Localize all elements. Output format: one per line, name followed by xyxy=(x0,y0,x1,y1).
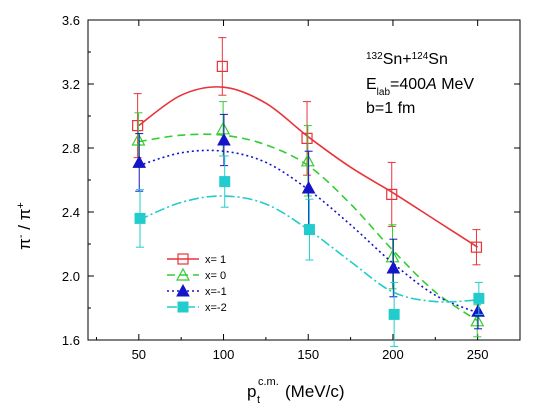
x-label-p: p xyxy=(247,382,256,401)
x-tick-label: 100 xyxy=(213,347,235,362)
x-label-unit: (MeV/c) xyxy=(285,382,345,401)
legend-marker xyxy=(176,283,190,297)
x-label-sub: t xyxy=(257,394,260,406)
data-point xyxy=(471,304,485,317)
y-tick-label: 2.8 xyxy=(62,141,80,156)
data-point xyxy=(301,180,316,194)
annot-e-sub: lab xyxy=(377,87,391,98)
x-tick-label: 150 xyxy=(297,347,319,362)
annot-b: Sn xyxy=(428,51,448,68)
series-layer xyxy=(131,37,485,347)
legend-marker xyxy=(177,301,189,313)
data-point xyxy=(132,119,144,132)
plot-frame xyxy=(87,19,521,341)
annot-e: E xyxy=(366,76,377,93)
data-point xyxy=(388,308,400,320)
annot-eq: =400 xyxy=(390,76,426,93)
annot-a: Sn+ xyxy=(383,51,412,68)
legend: x= 1 x= 0 x=-1 x=-2 xyxy=(167,253,227,314)
data-point xyxy=(386,260,401,274)
data-point xyxy=(132,155,147,168)
y-label-separator: / xyxy=(15,220,34,234)
data-point xyxy=(134,212,146,224)
legend-label: x= 1 xyxy=(205,254,226,266)
data-point xyxy=(386,188,398,200)
y-label-plus-sup: + xyxy=(15,202,27,208)
y-tick-label: 2.4 xyxy=(62,205,80,220)
legend-marker xyxy=(175,267,191,281)
data-point xyxy=(300,153,315,167)
data-point xyxy=(216,60,228,73)
series-2 xyxy=(132,113,485,330)
annot-b-sup: 124 xyxy=(412,51,429,62)
annot-impact: b=1 fm xyxy=(366,100,415,117)
y-label-pi-minus: π xyxy=(15,238,34,250)
axes: 50 100 150 200 250 1.6 2.0 2.4 2.8 3.2 3.6 xyxy=(62,13,521,362)
x-axis-label: p t c.m. (MeV/c) xyxy=(247,376,345,406)
annot-a-sup: 132 xyxy=(366,51,383,62)
data-point xyxy=(473,292,485,304)
x-tick-label: 200 xyxy=(382,347,404,362)
legend-label: x=-1 xyxy=(205,286,227,298)
y-tick-label: 1.6 xyxy=(62,333,80,348)
data-point xyxy=(385,249,400,263)
y-axis-label: π- / π+ xyxy=(15,202,34,250)
series-3 xyxy=(134,155,485,347)
legend-label: x= 0 xyxy=(205,270,226,282)
legend-marker xyxy=(177,253,189,265)
x-tick-label: 250 xyxy=(467,347,489,362)
y-label-minus-sup: - xyxy=(15,234,27,238)
annot-reaction: 132Sn+124Sn xyxy=(366,51,448,69)
data-point xyxy=(303,224,315,236)
data-point xyxy=(131,132,146,146)
y-label-pi-plus: π xyxy=(15,209,34,221)
data-point xyxy=(470,241,483,253)
annot-unit: MeV xyxy=(437,76,475,93)
legend-label: x=-2 xyxy=(205,302,227,314)
y-tick-label: 2.0 xyxy=(62,269,80,284)
x-label-sup: c.m. xyxy=(258,376,279,388)
data-point xyxy=(219,176,231,188)
annotation-block: 132Sn+124Sn Elab=400A MeV b=1 fm xyxy=(366,51,474,118)
data-point xyxy=(217,132,231,146)
y-tick-label: 3.6 xyxy=(62,13,80,28)
annot-unit-italic: A xyxy=(425,76,437,93)
annot-energy: Elab=400A MeV xyxy=(366,76,474,98)
data-point xyxy=(301,132,313,144)
data-point xyxy=(216,121,231,135)
y-tick-label: 3.2 xyxy=(62,77,80,92)
x-tick-label: 50 xyxy=(132,347,146,362)
plot-area xyxy=(87,19,521,341)
data-point xyxy=(470,313,485,327)
